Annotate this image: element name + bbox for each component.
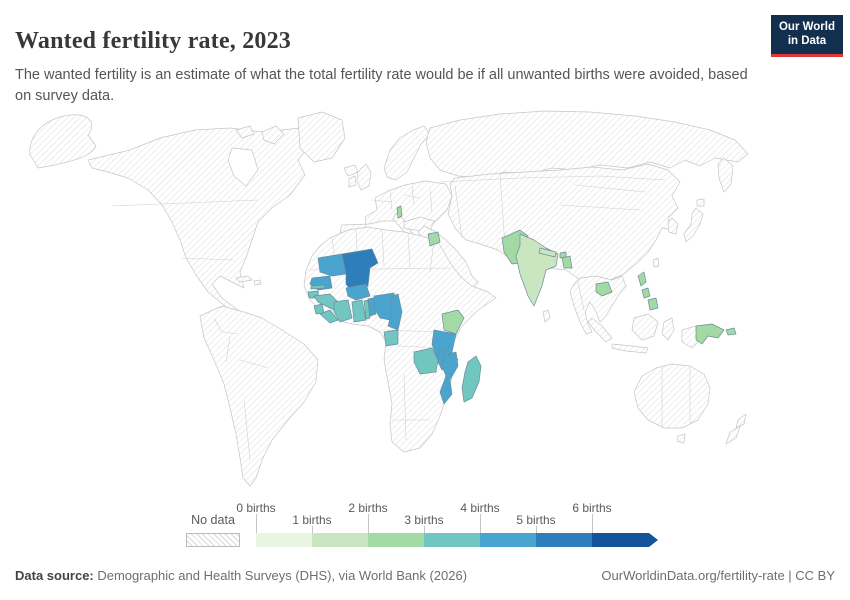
country-ghana[interactable]: [351, 299, 367, 323]
page-title: Wanted fertility rate, 2023: [15, 28, 291, 55]
legend-bucket-6[interactable]: [592, 533, 658, 547]
legend-tick-3: [424, 526, 425, 533]
landmass-new-zealand-north: [735, 413, 747, 429]
legend-tick-6: [592, 514, 593, 533]
country-papua-new-guinea[interactable]: [695, 323, 725, 345]
landmass-australia: [633, 363, 711, 429]
country-mauritania[interactable]: [317, 253, 347, 277]
owid-logo[interactable]: Our World in Data: [770, 15, 843, 57]
borders-north-africa: [307, 229, 451, 273]
landmass-new-zealand-south: [725, 425, 741, 445]
country-liberia[interactable]: [319, 309, 339, 324]
country-cote-divoire[interactable]: [333, 299, 353, 323]
landmass-europe: [339, 180, 453, 236]
legend-tick-label-6: 6 births: [572, 501, 612, 515]
chart-subtitle: The wanted fertility is an estimate of w…: [15, 66, 748, 104]
landmass-britain: [356, 163, 372, 191]
borders-central-africa: [385, 329, 445, 441]
hudson-bay: [227, 147, 259, 187]
landmass-tasmania: [676, 433, 686, 444]
country-philippines-mindanao[interactable]: [647, 297, 659, 311]
legend-tick-label-0: 0 births: [236, 501, 276, 515]
world-map-svg: [29, 110, 749, 487]
landmass-victoria-island: [235, 125, 255, 139]
borders-south-america: [213, 317, 269, 461]
legend-tick-label-1: 1 births: [292, 513, 332, 527]
chart-footer: Data source: Demographic and Health Surv…: [15, 568, 835, 583]
country-new-britain[interactable]: [725, 327, 737, 336]
country-nepal[interactable]: [538, 247, 557, 258]
legend-tick-2: [368, 514, 369, 533]
country-sierra-leone[interactable]: [313, 303, 325, 315]
landmass-borneo: [631, 313, 659, 341]
country-jordan[interactable]: [427, 231, 441, 247]
owid-logo-line2: in Data: [787, 35, 827, 48]
data-source-note: Data source: Demographic and Health Surv…: [15, 568, 467, 583]
legend-bucket-0[interactable]: [256, 533, 312, 547]
owid-logo-line1: Our World: [778, 21, 835, 33]
landmass-iceland: [343, 164, 359, 177]
country-cambodia[interactable]: [595, 281, 613, 297]
landmass-japan: [683, 207, 704, 243]
landmass-sulawesi: [661, 317, 675, 341]
country-bangladesh[interactable]: [561, 255, 573, 269]
country-gambia[interactable]: [310, 284, 326, 290]
legend-no-data-swatch[interactable]: [186, 533, 240, 547]
landmass-scandinavia: [383, 125, 431, 181]
landmass-north-america: [87, 127, 311, 319]
landmass-hispaniola: [253, 279, 262, 286]
country-gabon[interactable]: [383, 329, 399, 347]
legend-tick-4: [480, 514, 481, 533]
landmass-hokkaido: [696, 198, 705, 207]
legend-tick-5: [536, 526, 537, 533]
legend-tick-label-5: 5 births: [516, 513, 556, 527]
landmass-baffin: [261, 125, 285, 145]
border-us-canada: [111, 199, 259, 207]
map-legend: No data 0 births 1 births 2 births 3 births…: [186, 500, 686, 552]
country-kenya[interactable]: [441, 309, 465, 335]
legend-bucket-4[interactable]: [480, 533, 536, 547]
country-albania[interactable]: [396, 205, 403, 219]
landmass-taiwan: [652, 257, 660, 268]
country-madagascar[interactable]: [461, 355, 482, 403]
borders-europe: [371, 185, 433, 213]
legend-tick-1: [312, 526, 313, 533]
border-us-mexico: [181, 257, 235, 261]
landmass-sumatra: [587, 317, 613, 343]
landmass-indochina: [569, 275, 627, 335]
legend-bucket-1[interactable]: [312, 533, 368, 547]
country-burkina-faso[interactable]: [345, 283, 371, 301]
data-source-text: Demographic and Health Surveys (DHS), vi…: [93, 568, 468, 583]
legend-bucket-2[interactable]: [368, 533, 424, 547]
legend-tick-label-4: 4 births: [460, 501, 500, 515]
landmass-alaska: [29, 114, 97, 169]
landmass-ireland: [348, 175, 357, 188]
country-mali[interactable]: [341, 248, 379, 293]
borders-australia: [661, 366, 691, 428]
legend-bucket-3[interactable]: [424, 533, 480, 547]
country-philippines-luzon[interactable]: [637, 271, 647, 287]
country-mozambique[interactable]: [439, 351, 459, 405]
legend-bucket-5[interactable]: [536, 533, 592, 547]
legend-tick-label-3: 3 births: [404, 513, 444, 527]
country-philippines-visayas[interactable]: [641, 287, 651, 299]
landmass-greenland: [297, 111, 346, 163]
legend-tick-label-2: 2 births: [348, 501, 388, 515]
landmass-cuba: [235, 275, 253, 283]
landmass-south-america: [199, 305, 319, 487]
landmass-korea: [667, 217, 679, 235]
data-source-label: Data source:: [15, 568, 94, 583]
landmass-west-new-guinea: [681, 325, 701, 349]
legend-tick-0: [256, 514, 257, 533]
country-zambia[interactable]: [413, 347, 439, 375]
borders-asia: [439, 173, 666, 311]
world-map[interactable]: [0, 92, 850, 507]
landmass-java: [611, 343, 649, 354]
citation-note[interactable]: OurWorldinData.org/fertility-rate | CC B…: [601, 568, 835, 583]
landmass-kamchatka: [717, 157, 734, 193]
legend-no-data-label: No data: [191, 513, 235, 527]
landmass-sri-lanka: [542, 309, 551, 323]
